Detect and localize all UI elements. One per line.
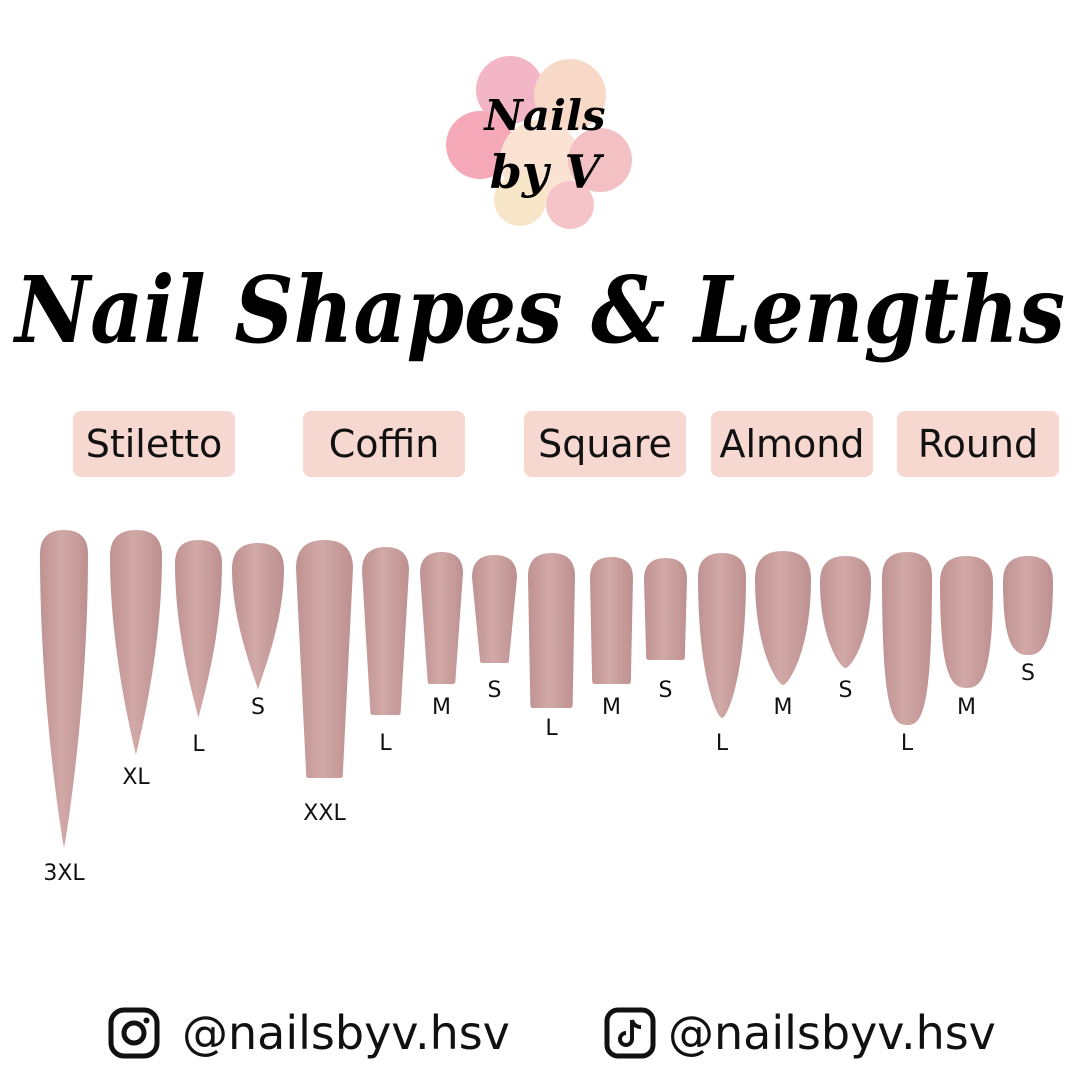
nail-coffin-l [362, 547, 409, 715]
nail-stiletto-s [232, 543, 284, 690]
instagram-handle: @nailsbyv.hsv [182, 1006, 510, 1060]
nail-square-l [528, 553, 575, 708]
size-label: XXL [303, 801, 346, 826]
size-label: S [659, 678, 673, 703]
nail-coffin-m [420, 552, 463, 684]
shape-label-coffin: Coffin [303, 411, 465, 477]
nail-square-m [590, 557, 633, 684]
size-label: M [957, 695, 976, 720]
instagram-link[interactable]: @nailsbyv.hsv [108, 998, 510, 1068]
size-label: S [839, 678, 853, 703]
nail-square-s [644, 558, 687, 660]
nail-round-l [882, 552, 932, 725]
instagram-icon [108, 1007, 160, 1059]
nail-round-s [1003, 556, 1053, 655]
nail-coffin-s [472, 555, 517, 663]
logo-line1: Nails [482, 91, 605, 140]
brand-logo: Nails by V [446, 56, 632, 229]
nail-coffin-xxl [296, 540, 353, 778]
size-label: L [716, 731, 729, 756]
nail-almond-m [755, 551, 811, 685]
size-label: M [602, 695, 621, 720]
size-label: S [251, 695, 265, 720]
nail-round-m [940, 556, 993, 688]
title-container: Nail Shapes & Lengths [0, 245, 1080, 375]
shape-label-square: Square [524, 411, 686, 477]
nail-stiletto-xl [110, 530, 162, 755]
shape-label-round: Round [897, 411, 1059, 477]
shape-label-almond: Almond [711, 411, 873, 477]
size-label: L [192, 732, 205, 757]
nail-almond-s [820, 556, 871, 668]
tiktok-link[interactable]: @nailsbyv.hsv [604, 998, 996, 1068]
size-label: M [432, 695, 451, 720]
logo-line2: by V [490, 145, 605, 199]
size-label: XL [122, 765, 150, 790]
tiktok-handle: @nailsbyv.hsv [668, 1006, 996, 1060]
tiktok-icon [604, 1007, 656, 1059]
size-label: L [545, 716, 558, 741]
size-label: L [379, 731, 392, 756]
nail-stiletto-3xl [40, 530, 88, 848]
size-label: 3XL [43, 861, 85, 886]
size-label: S [488, 678, 502, 703]
nail-stiletto-l [175, 540, 222, 718]
size-label: L [901, 731, 914, 756]
page-title: Nail Shapes & Lengths [15, 256, 1065, 364]
nail-almond-l [698, 553, 746, 718]
shape-label-stiletto: Stiletto [73, 411, 235, 477]
size-label: M [774, 695, 793, 720]
size-label: S [1021, 661, 1035, 686]
